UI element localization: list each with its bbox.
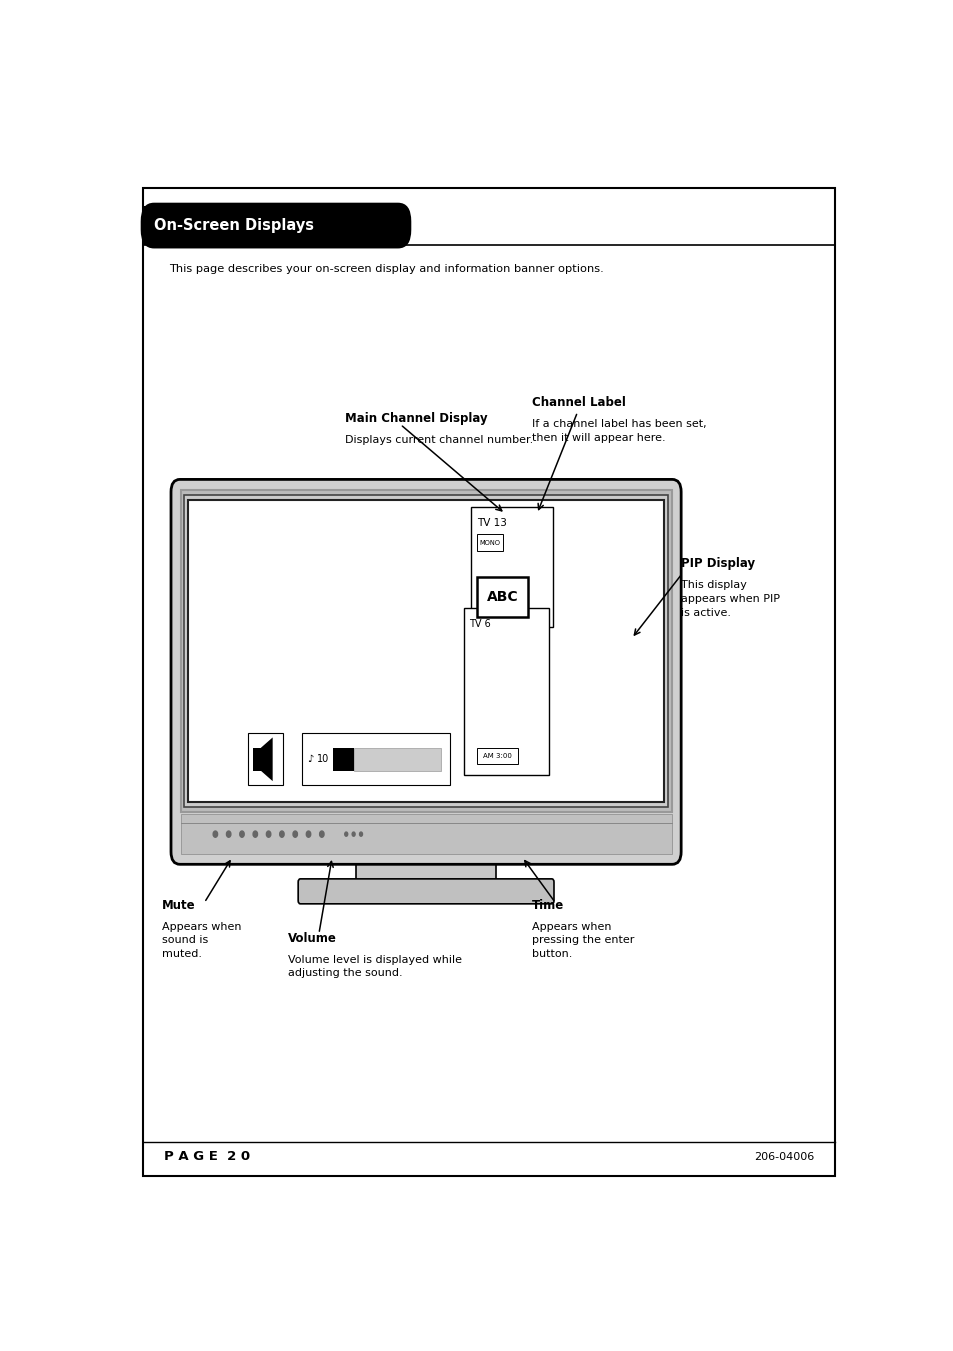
Text: Volume: Volume [288, 932, 336, 944]
Bar [253, 748, 260, 770]
Bar [333, 748, 354, 770]
Text: Channel Label: Channel Label [531, 396, 625, 409]
FancyBboxPatch shape [171, 480, 680, 865]
Text: On-Screen Displays: On-Screen Displays [153, 218, 314, 234]
Circle shape [253, 831, 257, 838]
Text: This display
appears when PIP
is active.: This display appears when PIP is active. [680, 581, 780, 617]
Text: Volume level is displayed while
adjusting the sound.: Volume level is displayed while adjustin… [288, 955, 461, 978]
FancyBboxPatch shape [298, 880, 554, 904]
Text: Appears when
pressing the enter
button.: Appears when pressing the enter button. [531, 921, 634, 959]
Text: Main Channel Display: Main Channel Display [344, 412, 487, 424]
Circle shape [344, 832, 347, 836]
Text: ♪: ♪ [307, 754, 313, 765]
Bar [355, 859, 496, 882]
FancyBboxPatch shape [143, 188, 834, 1177]
Text: 10: 10 [316, 754, 329, 765]
FancyBboxPatch shape [471, 507, 552, 627]
Text: If a channel label has been set,
then it will appear here.: If a channel label has been set, then it… [531, 419, 705, 443]
Circle shape [279, 831, 284, 838]
Text: This page describes your on-screen display and information banner options.: This page describes your on-screen displ… [170, 263, 603, 274]
Text: TV 13: TV 13 [476, 517, 507, 528]
FancyBboxPatch shape [140, 203, 411, 249]
FancyBboxPatch shape [476, 577, 527, 616]
FancyBboxPatch shape [247, 734, 283, 785]
Circle shape [239, 831, 244, 838]
Circle shape [213, 831, 217, 838]
Text: Displays current channel number.: Displays current channel number. [344, 435, 533, 444]
Bar [180, 815, 671, 854]
Polygon shape [260, 738, 273, 781]
Text: 206-04006: 206-04006 [753, 1151, 813, 1162]
FancyBboxPatch shape [476, 535, 502, 551]
Circle shape [293, 831, 297, 838]
FancyBboxPatch shape [477, 747, 517, 765]
Circle shape [226, 831, 231, 838]
Text: ABC: ABC [486, 590, 517, 604]
Circle shape [266, 831, 271, 838]
Circle shape [306, 831, 311, 838]
Text: Mute: Mute [162, 898, 195, 912]
Circle shape [319, 831, 324, 838]
Text: MONO: MONO [479, 539, 500, 546]
Text: Time: Time [531, 898, 563, 912]
Circle shape [352, 832, 355, 836]
FancyBboxPatch shape [302, 734, 450, 785]
Text: P A G E  2 0: P A G E 2 0 [164, 1150, 250, 1163]
Text: Appears when
sound is
muted.: Appears when sound is muted. [162, 921, 241, 959]
Bar [143, 205, 275, 246]
Text: PIP Display: PIP Display [680, 558, 755, 570]
Bar [354, 748, 440, 770]
FancyBboxPatch shape [188, 500, 663, 802]
FancyBboxPatch shape [180, 490, 671, 812]
Text: TV 6: TV 6 [469, 619, 491, 628]
Text: AM 3:00: AM 3:00 [483, 753, 512, 759]
FancyBboxPatch shape [184, 494, 667, 807]
Circle shape [359, 832, 362, 836]
FancyBboxPatch shape [464, 608, 549, 774]
